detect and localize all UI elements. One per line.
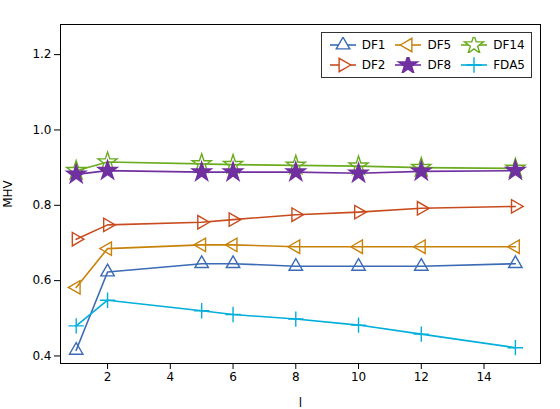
svg-text:0.6: 0.6 [32, 273, 51, 287]
svg-text:12: 12 [414, 370, 429, 384]
html-text:FDA5: FDA5 [493, 58, 525, 72]
html-text:DF14: DF14 [493, 38, 525, 52]
svg-text:8: 8 [292, 370, 300, 384]
svg-text:MHV: MHV [1, 179, 15, 207]
svg-text:4: 4 [166, 370, 174, 384]
html-text:DF8: DF8 [427, 58, 452, 72]
svg-text:1.2: 1.2 [32, 47, 51, 61]
svg-text:6: 6 [229, 370, 237, 384]
svg-text:2: 2 [104, 370, 112, 384]
svg-text:l: l [299, 396, 302, 409]
svg-text:10: 10 [351, 370, 366, 384]
svg-text:1.0: 1.0 [32, 123, 51, 137]
html-text:DF2: DF2 [361, 58, 386, 72]
svg-text:0.8: 0.8 [32, 198, 51, 212]
html-text:DF1: DF1 [361, 38, 386, 52]
svg-text:0.4: 0.4 [32, 349, 51, 363]
html-text:DF5: DF5 [427, 38, 452, 52]
svg-text:14: 14 [476, 370, 491, 384]
